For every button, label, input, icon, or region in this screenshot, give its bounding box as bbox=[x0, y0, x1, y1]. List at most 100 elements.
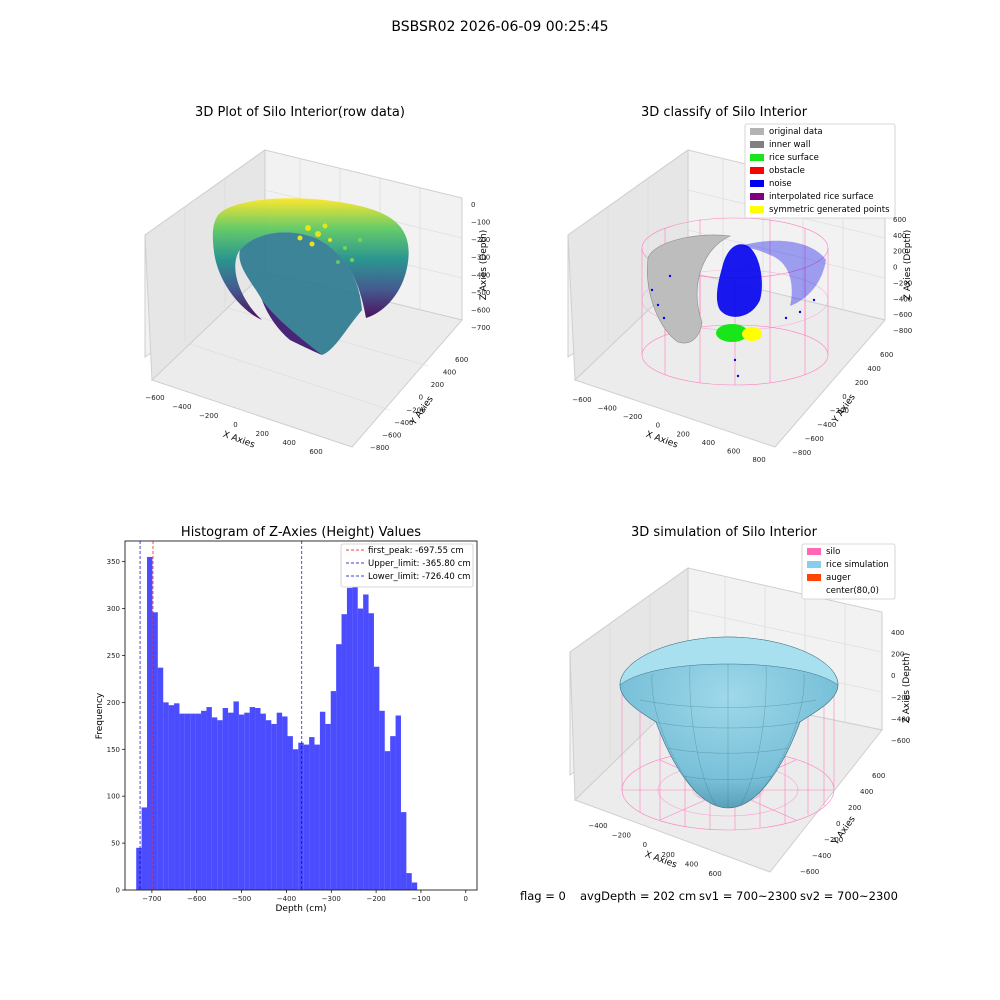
classify-title: 3D classify of Silo Interior bbox=[641, 105, 808, 120]
hist-bar-34 bbox=[319, 711, 326, 890]
hist-yticks: 0 50 100 150 200 250 300 350 bbox=[107, 558, 125, 895]
hist-bar-17 bbox=[228, 712, 234, 890]
sim-ztick-3: −200 bbox=[891, 694, 910, 702]
hist-bar-15 bbox=[217, 720, 223, 890]
hist-bar-21 bbox=[249, 707, 256, 890]
figure-suptitle: BSBSR02 2026-06-09 00:25:45 bbox=[391, 19, 608, 35]
raw-xtick-4: 200 bbox=[256, 430, 269, 438]
sim-xtick-5: 600 bbox=[708, 870, 721, 878]
sim-yticks: 600 400 200 0 −200 −400 −600 bbox=[800, 772, 885, 876]
classify-legend-swatch-2 bbox=[750, 154, 764, 161]
sim-legend-items: silo rice simulation auger center(80,0) bbox=[807, 547, 889, 596]
sim-legend-swatch-0 bbox=[807, 548, 821, 555]
raw-ztick-3: −300 bbox=[471, 254, 490, 262]
classify-xticks: −600 −400 −200 0 200 400 600 800 bbox=[572, 396, 765, 464]
hist-bar-30 bbox=[298, 742, 304, 890]
hist-ytick-label-0: 0 bbox=[116, 887, 120, 895]
raw-xtick-6: 600 bbox=[309, 448, 322, 456]
sim-ylabel: Y Axies bbox=[830, 814, 858, 847]
classify-xtick-7: 800 bbox=[752, 456, 765, 464]
classify-noise-wall bbox=[740, 240, 826, 306]
sim-xtick-4: 400 bbox=[685, 860, 698, 868]
classify-legend-items: original data inner wall rice surface obsta… bbox=[750, 127, 890, 215]
hist-bar-43 bbox=[368, 613, 374, 890]
footer-sv2: sv2 = 700~2300 bbox=[800, 889, 898, 903]
classify-symmetric-points bbox=[742, 327, 762, 341]
raw-xtick-3: 0 bbox=[233, 421, 237, 429]
hist-ytick-label-7: 350 bbox=[107, 558, 120, 566]
hist-bar-36 bbox=[330, 691, 337, 890]
classify-legend-swatch-5 bbox=[750, 193, 764, 200]
classify-ytick-2: 200 bbox=[855, 379, 868, 387]
hist-bar-35 bbox=[325, 723, 331, 890]
hist-bar-1 bbox=[141, 807, 148, 890]
hist-ytick-label-1: 50 bbox=[111, 840, 120, 848]
classify-legend: original data inner wall rice surface obsta… bbox=[744, 123, 896, 219]
classify-zticks: 600 400 200 0 −200 −400 −600 −800 bbox=[893, 216, 912, 335]
panel-histogram: Histogram of Z-Axies (Height) Values −70… bbox=[95, 525, 478, 914]
classify-ztick-5: −400 bbox=[893, 295, 912, 303]
sim-ytick-1: 400 bbox=[860, 788, 873, 796]
hist-bar-31 bbox=[303, 744, 310, 890]
sim-xticks: −400 −200 0 200 400 600 bbox=[588, 822, 721, 878]
hist-bar-29 bbox=[292, 749, 299, 890]
hist-ytick-label-2: 100 bbox=[107, 793, 120, 801]
hist-bar-0 bbox=[136, 847, 142, 890]
hist-bar-45 bbox=[379, 710, 385, 890]
hist-legend-label-2: Lower_limit: -726.40 cm bbox=[368, 572, 470, 582]
hist-bar-10 bbox=[190, 713, 196, 890]
raw-zlabel: Z Axies (Depth) bbox=[479, 230, 489, 301]
raw-ytick-2: 200 bbox=[431, 381, 444, 389]
hist-bar-23 bbox=[260, 713, 266, 890]
hist-xlabel: Depth (cm) bbox=[275, 904, 326, 914]
sim-legend-swatch-2 bbox=[807, 574, 821, 581]
raw-surface-points bbox=[297, 223, 362, 264]
raw-title: 3D Plot of Silo Interior(row data) bbox=[195, 105, 405, 120]
footer-info: flag = 0 avgDepth = 202 cm sv1 = 700~230… bbox=[520, 889, 898, 903]
classify-xtick-0: −600 bbox=[572, 396, 591, 404]
sim-legend-label-0: silo bbox=[826, 547, 840, 557]
classify-legend-swatch-1 bbox=[750, 141, 764, 148]
hist-ytick-label-5: 250 bbox=[107, 652, 120, 660]
raw-ytick-6: −600 bbox=[382, 431, 401, 439]
classify-xtick-3: 0 bbox=[656, 422, 660, 430]
footer-sv1: sv1 = 700~2300 bbox=[699, 889, 797, 903]
sim-legend-label-3: center(80,0) bbox=[826, 586, 879, 596]
hist-bar-51 bbox=[411, 882, 418, 890]
sim-rice-mesh bbox=[639, 664, 817, 808]
hist-xtick-label-0: −700 bbox=[142, 895, 161, 903]
hist-bars bbox=[136, 556, 418, 890]
classify-legend-swatch-0 bbox=[750, 128, 764, 135]
classify-legend-label-3: obstacle bbox=[769, 166, 805, 176]
classify-ytick-4: −200 bbox=[830, 407, 849, 415]
classify-ztick-7: −800 bbox=[893, 327, 912, 335]
sim-xtick-0: −400 bbox=[588, 822, 607, 830]
hist-bar-25 bbox=[271, 723, 277, 890]
hist-bar-50 bbox=[406, 873, 412, 890]
hist-xtick-label-3: −400 bbox=[277, 895, 296, 903]
raw-xticks: −600 −400 −200 0 200 400 600 bbox=[145, 394, 322, 456]
classify-legend-swatch-6 bbox=[750, 206, 764, 213]
sim-ytick-4: −200 bbox=[824, 836, 843, 844]
hist-bar-22 bbox=[255, 707, 261, 890]
sim-xtick-1: −200 bbox=[612, 832, 631, 840]
hist-bar-37 bbox=[336, 644, 342, 890]
raw-zticks: 0 −100 −200 −300 −400 −500 −600 −700 bbox=[471, 201, 490, 332]
classify-xtick-4: 200 bbox=[676, 430, 689, 438]
hist-bar-28 bbox=[287, 736, 293, 890]
raw-ztick-5: −500 bbox=[471, 289, 490, 297]
hist-bar-41 bbox=[357, 608, 364, 890]
sim-xtick-3: 200 bbox=[662, 851, 675, 859]
hist-bar-18 bbox=[233, 701, 239, 890]
hist-bar-33 bbox=[314, 744, 320, 890]
hist-bar-11 bbox=[195, 713, 202, 890]
hist-bar-48 bbox=[395, 715, 401, 890]
classify-rice-surface bbox=[716, 324, 748, 342]
hist-bar-39 bbox=[346, 587, 353, 890]
sim-legend-swatch-1 bbox=[807, 561, 821, 568]
classify-legend-label-1: inner wall bbox=[769, 140, 810, 150]
raw-ztick-4: −400 bbox=[471, 271, 490, 279]
footer-avg-depth: avgDepth = 202 cm bbox=[580, 889, 696, 903]
sim-legend-label-1: rice simulation bbox=[826, 560, 889, 570]
